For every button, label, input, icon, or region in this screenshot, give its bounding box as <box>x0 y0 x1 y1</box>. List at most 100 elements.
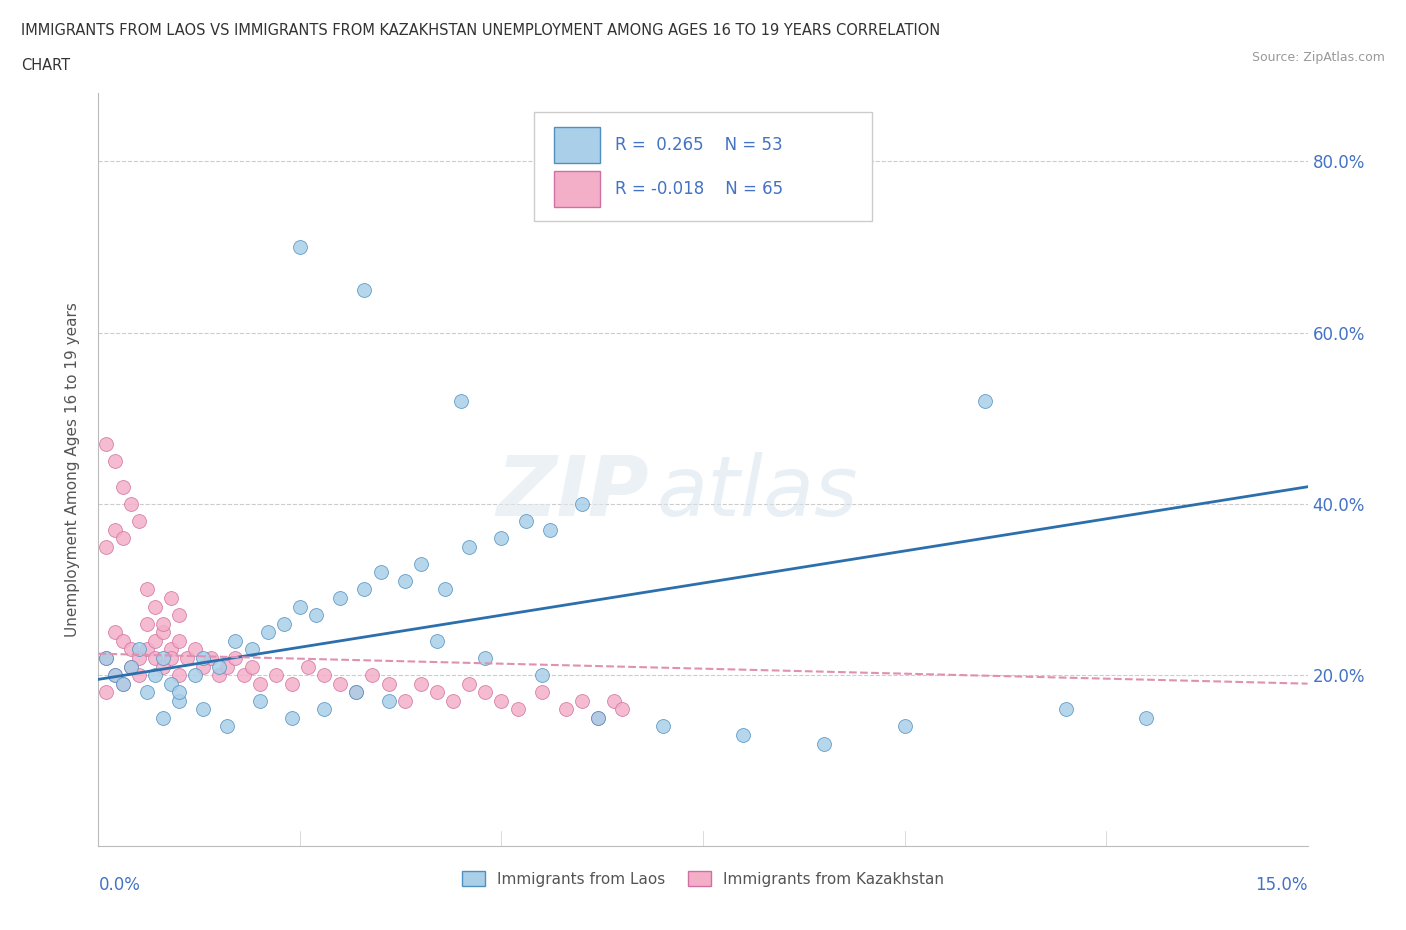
Point <box>167 607 190 622</box>
Point <box>288 599 311 614</box>
Point <box>651 719 673 734</box>
Point <box>160 676 183 691</box>
Point <box>128 642 150 657</box>
Point <box>361 668 384 683</box>
Point <box>1054 702 1077 717</box>
Point <box>733 727 755 742</box>
Point <box>208 668 231 683</box>
Text: 15.0%: 15.0% <box>1256 876 1308 895</box>
Point <box>1135 711 1157 725</box>
Point <box>143 633 166 648</box>
Text: ZIP: ZIP <box>496 452 648 533</box>
Text: R = -0.018    N = 65: R = -0.018 N = 65 <box>614 179 783 198</box>
Point <box>314 702 336 717</box>
Point <box>160 642 183 657</box>
Point <box>370 565 392 579</box>
Text: atlas: atlas <box>657 452 859 533</box>
Text: 0.0%: 0.0% <box>98 876 141 895</box>
Point <box>409 556 432 571</box>
Point <box>264 668 287 683</box>
Point <box>571 497 593 512</box>
Point <box>120 642 142 657</box>
Point <box>167 694 190 709</box>
Point <box>224 651 246 666</box>
Point <box>217 659 239 674</box>
Point <box>167 684 190 699</box>
Point <box>152 651 174 666</box>
Point <box>353 582 375 597</box>
Point <box>111 676 134 691</box>
Point <box>256 625 278 640</box>
Point <box>103 668 125 683</box>
Point <box>135 582 157 597</box>
Point <box>120 659 142 674</box>
Point <box>167 633 190 648</box>
Point <box>103 522 125 537</box>
Point <box>249 694 271 709</box>
Point <box>458 539 481 554</box>
Point <box>426 684 449 699</box>
Point <box>474 684 496 699</box>
Point <box>111 531 134 546</box>
Text: IMMIGRANTS FROM LAOS VS IMMIGRANTS FROM KAZAKHSTAN UNEMPLOYMENT AMONG AGES 16 TO: IMMIGRANTS FROM LAOS VS IMMIGRANTS FROM … <box>21 23 941 38</box>
Point <box>329 591 352 605</box>
Point <box>571 694 593 709</box>
Text: R =  0.265    N = 53: R = 0.265 N = 53 <box>614 136 782 154</box>
Point <box>249 676 271 691</box>
Point <box>120 497 142 512</box>
Point <box>305 607 328 622</box>
Point <box>377 676 399 691</box>
Point <box>143 599 166 614</box>
Bar <box>554 126 600 163</box>
Point <box>240 659 263 674</box>
Point <box>103 625 125 640</box>
Point <box>128 668 150 683</box>
Point <box>128 513 150 528</box>
Point <box>555 702 578 717</box>
Text: Source: ZipAtlas.com: Source: ZipAtlas.com <box>1251 51 1385 64</box>
Point <box>103 454 125 469</box>
Point <box>176 651 198 666</box>
Point <box>506 702 529 717</box>
Point <box>96 436 118 451</box>
Point <box>329 676 352 691</box>
Point <box>152 617 174 631</box>
Point <box>96 651 118 666</box>
Point <box>474 651 496 666</box>
Point <box>111 633 134 648</box>
Point <box>193 702 215 717</box>
Point <box>184 668 207 683</box>
FancyBboxPatch shape <box>534 112 872 221</box>
Point <box>281 711 304 725</box>
Point <box>128 651 150 666</box>
Point <box>974 393 997 408</box>
Point <box>394 694 416 709</box>
Point <box>491 531 513 546</box>
Point <box>530 684 553 699</box>
Point <box>409 676 432 691</box>
Point <box>208 659 231 674</box>
Point <box>200 651 222 666</box>
Point <box>103 668 125 683</box>
Point <box>441 694 464 709</box>
Point <box>152 711 174 725</box>
Point <box>344 684 367 699</box>
Legend: Immigrants from Laos, Immigrants from Kazakhstan: Immigrants from Laos, Immigrants from Ka… <box>456 865 950 893</box>
Point <box>135 642 157 657</box>
Point <box>288 240 311 255</box>
Point <box>458 676 481 691</box>
Point <box>120 659 142 674</box>
Point <box>96 539 118 554</box>
Point <box>377 694 399 709</box>
Point <box>491 694 513 709</box>
Point <box>394 574 416 589</box>
Point <box>193 659 215 674</box>
Y-axis label: Unemployment Among Ages 16 to 19 years: Unemployment Among Ages 16 to 19 years <box>65 302 80 637</box>
Point <box>240 642 263 657</box>
Point <box>224 633 246 648</box>
Point <box>167 668 190 683</box>
Point <box>232 668 254 683</box>
Point <box>152 625 174 640</box>
Point <box>538 522 561 537</box>
Point <box>143 651 166 666</box>
